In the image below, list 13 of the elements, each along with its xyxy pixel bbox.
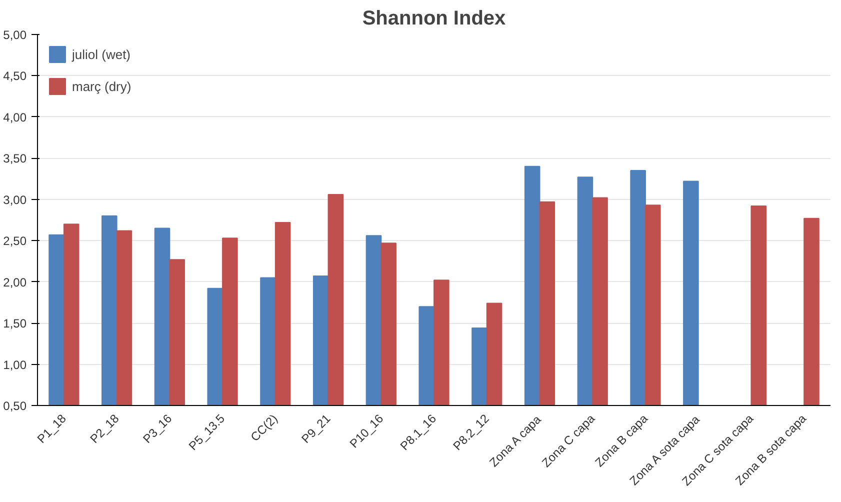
y-tick-label: 1,00 <box>3 358 27 372</box>
legend-label: març (dry) <box>72 78 132 94</box>
y-tick-label: 3,00 <box>3 192 27 207</box>
y-tick-label: 1,50 <box>3 316 27 331</box>
y-tick-label: 2,00 <box>3 275 27 290</box>
chart-title: Shannon Index <box>362 8 506 30</box>
legend-label: juliol (wet) <box>72 46 131 62</box>
y-tick-label: 4,50 <box>3 69 27 84</box>
y-tick-label: 5,00 <box>3 28 27 42</box>
y-tick-label: 3,50 <box>3 152 27 166</box>
y-tick-label: 2,50 <box>3 234 27 248</box>
y-tick-label: 0,50 <box>3 399 27 413</box>
y-tick-label: 4,00 <box>3 110 27 124</box>
